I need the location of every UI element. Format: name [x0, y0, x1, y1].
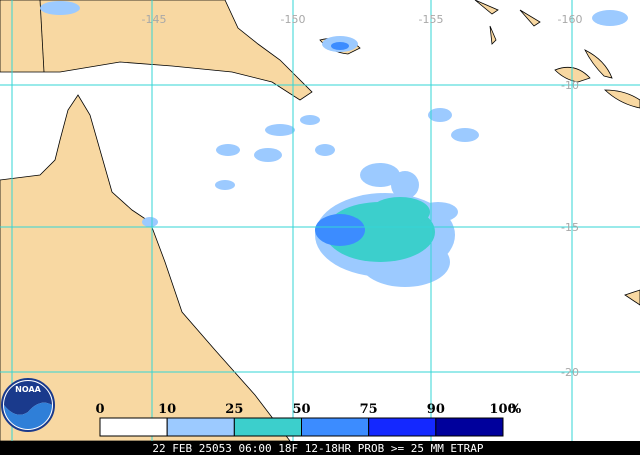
legend-swatch: [233, 417, 302, 437]
lon-label: -145: [142, 13, 167, 26]
lon-label: -150: [281, 13, 306, 26]
footer-bar: [0, 441, 640, 455]
border: [39, 0, 45, 73]
footer: 22 FEB 25053 06:00 18F 12-18HR PROB >= 2…: [152, 442, 484, 455]
lat-label: -20: [561, 366, 579, 379]
precipitation: [40, 1, 628, 287]
legend-label: 10: [158, 402, 176, 417]
legend-label: 0: [95, 402, 104, 417]
lat-label: -15: [561, 221, 579, 234]
legend: 0 10 25 50 75 90 100%: [95, 402, 522, 437]
legend-swatch: [99, 417, 168, 437]
lat-label: -10: [561, 79, 579, 92]
legend-label: 75: [360, 402, 378, 417]
legend-label: 100: [489, 402, 516, 417]
logo-text: NOAA: [15, 385, 41, 394]
legend-swatch: [166, 417, 235, 437]
legend-swatch: [368, 417, 437, 437]
noaa-logo: NOAA: [1, 378, 55, 432]
lon-label: -160: [558, 13, 583, 26]
land: [0, 0, 640, 442]
graticule: [0, 0, 640, 441]
legend-unit: %: [509, 402, 522, 417]
legend-label: 25: [225, 402, 243, 417]
legend-label: 50: [292, 402, 310, 417]
legend-label: 90: [427, 402, 445, 417]
legend-swatch: [301, 417, 370, 437]
legend-swatch: [435, 417, 504, 437]
lon-label: -155: [419, 13, 444, 26]
